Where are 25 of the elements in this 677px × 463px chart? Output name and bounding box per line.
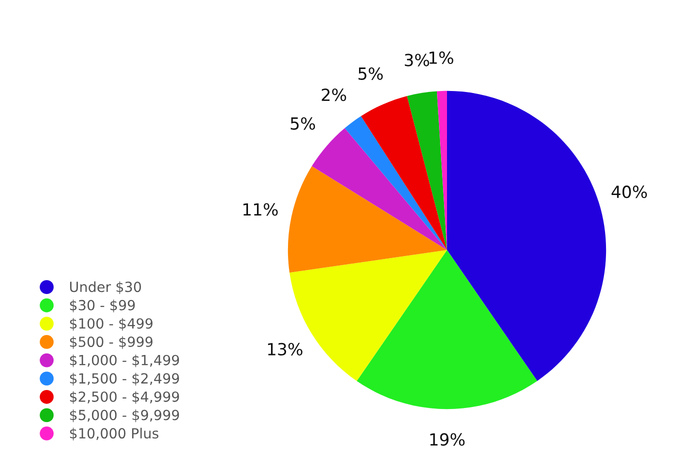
pie-slice	[356, 250, 538, 410]
data-label: 5%	[290, 117, 316, 130]
data-label: 40%	[612, 186, 647, 198]
data-label: 13%	[268, 342, 302, 356]
pie-slice	[344, 116, 447, 250]
pie-slice	[407, 91, 447, 250]
legend-label: $500 - $999	[70, 336, 152, 349]
legend-label: $100 - $499	[70, 318, 152, 331]
data-label: 1%	[430, 51, 454, 64]
legend-label: $1,000 - $1,499	[70, 354, 179, 368]
pie-slice	[447, 90, 606, 382]
legend-label: $30 - $99	[70, 300, 135, 312]
data-label: 3%	[404, 54, 430, 66]
legend-label: $5,000 - $9,999	[70, 409, 179, 422]
legend-label: $10,000 Plus	[70, 428, 158, 440]
pie-slice	[288, 166, 447, 273]
pie-slice	[360, 96, 447, 250]
data-label: 19%	[430, 433, 465, 446]
legend-label: Under $30	[70, 281, 141, 294]
legend-label: $2,500 - $4,999	[70, 391, 179, 404]
pie-slice	[312, 128, 447, 250]
data-label: 2%	[322, 88, 346, 102]
data-label: 11%	[243, 203, 278, 216]
legend-label: $1,500 - $2,499	[70, 372, 179, 386]
data-label: 5%	[358, 67, 383, 80]
